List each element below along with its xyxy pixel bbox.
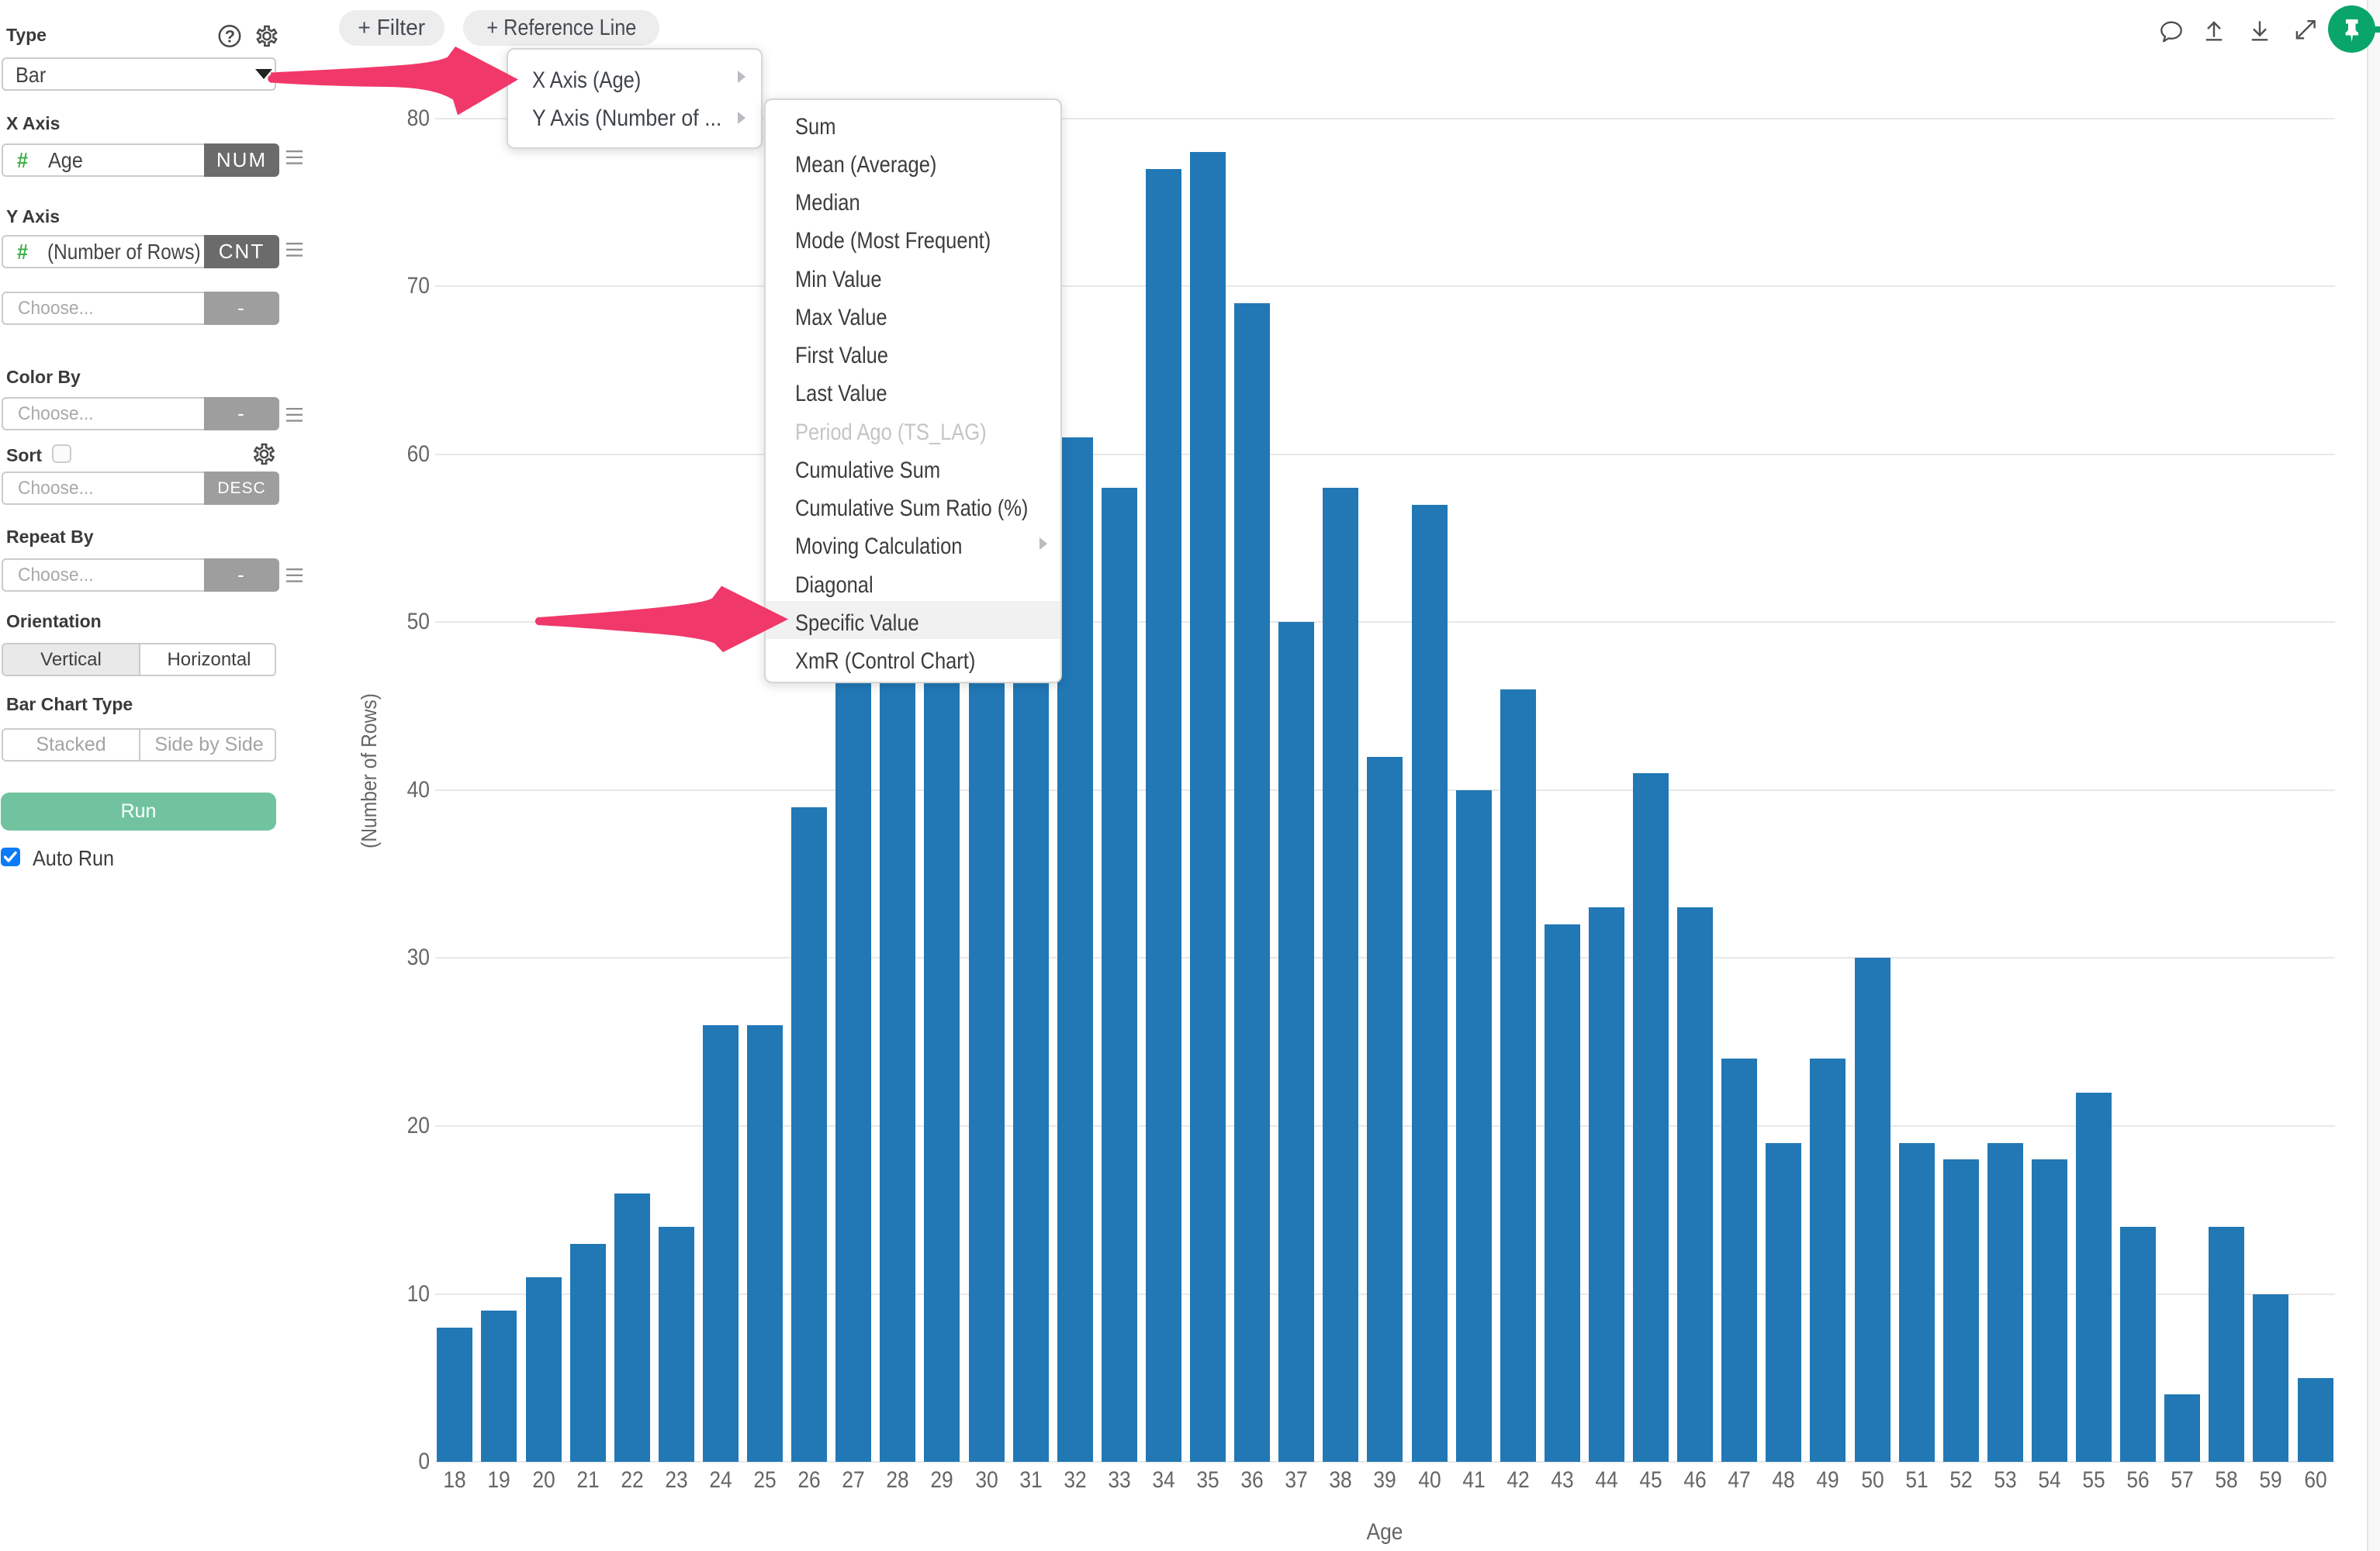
svg-text:?: ? xyxy=(225,27,235,47)
